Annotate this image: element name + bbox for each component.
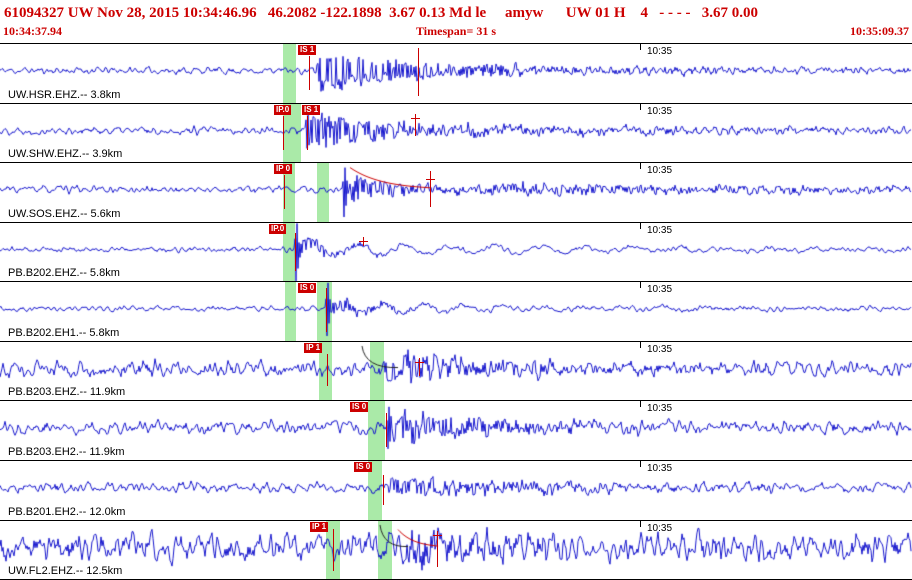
waveform-canvas[interactable] [0,222,912,282]
waveform-canvas[interactable] [0,282,912,341]
pick-label[interactable]: IS 0 [354,461,373,472]
time-axis-header: 10:34:37.94 Timespan= 31 s 10:35:09.37 [0,22,912,38]
station-label: PB.B201.EH2.-- 12.0km [8,505,126,518]
trace-row[interactable]: IP 0 10:35 UW.SOS.EHZ.-- 5.6km [0,163,912,223]
trace-row[interactable]: IP.0 IS 1 10:35 UW.SHW.EHZ.-- 3.9km [0,103,912,164]
coda-cross-marker[interactable] [433,530,442,540]
minute-tick [640,103,641,110]
pick-time-line[interactable] [419,361,420,376]
trace-row[interactable]: IS 0 10:35 PB.B202.EH1.-- 5.8km [0,282,912,342]
pick-label[interactable]: IS 0 [350,402,369,413]
window-end-time: 10:35:09.37 [850,24,909,38]
event-summary-line: 61094327 UW Nov 28, 2015 10:34:46.96 46.… [4,5,758,21]
pick-label[interactable]: IS 1 [302,104,321,115]
pick-label[interactable]: IP 0 [274,164,293,175]
pick-time-line[interactable] [327,353,328,386]
pick-time-line[interactable] [295,232,296,271]
pick-time-line[interactable] [309,56,310,90]
coda-cross-marker[interactable] [411,113,420,123]
trace-row[interactable]: IP 1 10:35 UW.FL2.EHZ.-- 12.5km [0,520,912,580]
pick-time-line[interactable] [383,474,384,505]
minute-label: 10:35 [647,105,673,117]
pick-time-line[interactable] [437,534,438,567]
waveform-canvas[interactable] [0,103,912,163]
minute-label: 10:35 [647,165,673,177]
pick-time-line[interactable] [307,115,308,150]
pick-time-line[interactable] [326,288,327,333]
waveform-canvas[interactable] [0,401,912,460]
pick-time-line[interactable] [386,413,387,448]
pick-label[interactable]: IS 1 [298,45,317,55]
minute-tick [640,44,641,50]
minute-tick [640,163,641,170]
minute-tick [640,460,641,467]
pick-time-line[interactable] [415,117,416,136]
trace-row[interactable]: IP.0 10:35 PB.B202.EHZ.-- 5.8km [0,222,912,283]
waveform-canvas[interactable] [0,341,912,401]
trace-row[interactable]: IP 1 10:35 PB.B203.EHZ.-- 11.9km [0,341,912,402]
station-label: UW.SOS.EHZ.-- 5.6km [8,207,121,220]
pick-label[interactable]: IP 1 [304,342,323,353]
minute-tick [640,401,641,408]
waveform-canvas[interactable] [0,44,912,103]
trace-row[interactable]: IS 1 10:35 UW.HSR.EHZ.-- 3.8km [0,44,912,104]
pick-label[interactable]: IP.0 [269,223,287,234]
pick-time-line[interactable] [418,48,419,96]
pick-label[interactable]: IS 0 [298,283,317,294]
station-label: UW.FL2.EHZ.-- 12.5km [8,565,123,578]
pick-time-line[interactable] [333,528,334,571]
station-label: UW.SHW.EHZ.-- 3.9km [8,148,123,161]
event-header: 61094327 UW Nov 28, 2015 10:34:46.96 46.… [0,0,912,44]
minute-tick [640,222,641,229]
minute-label: 10:35 [647,522,673,534]
minute-label: 10:35 [647,46,673,57]
minute-tick [640,520,641,527]
station-label: PB.B203.EH2.-- 11.9km [8,445,125,458]
waveform-canvas[interactable] [0,520,912,580]
station-label: PB.B202.EHZ.-- 5.8km [8,267,120,280]
pick-label[interactable]: IP.0 [274,104,292,115]
minute-tick [640,282,641,289]
timespan-label: Timespan= 31 s [416,24,496,38]
pick-time-line[interactable] [284,175,285,210]
minute-label: 10:35 [647,403,673,415]
pick-time-line[interactable] [283,115,284,150]
station-label: PB.B203.EHZ.-- 11.9km [8,386,126,399]
coda-cross-marker[interactable] [359,236,368,246]
waveform-canvas[interactable] [0,163,912,222]
coda-cross-marker[interactable] [415,357,424,367]
minute-label: 10:35 [647,284,673,296]
trace-area: IS 1 10:35 UW.HSR.EHZ.-- 3.8km IP.0 IS 1 10:3… [0,44,912,580]
minute-label: 10:35 [647,462,673,474]
trace-row[interactable]: IS 0 10:35 PB.B201.EH2.-- 12.0km [0,460,912,521]
window-start-time: 10:34:37.94 [3,24,62,38]
trace-row[interactable]: IS 0 10:35 PB.B203.EH2.-- 11.9km [0,401,912,461]
pick-time-line[interactable] [430,171,431,208]
minute-tick [640,341,641,348]
coda-cross-marker[interactable] [426,175,435,185]
station-label: PB.B202.EH1.-- 5.8km [8,326,120,339]
waveform-canvas[interactable] [0,460,912,520]
minute-label: 10:35 [647,224,673,236]
station-label: UW.HSR.EHZ.-- 3.8km [8,88,121,101]
minute-label: 10:35 [647,343,673,355]
pick-label[interactable]: IP 1 [310,521,329,532]
